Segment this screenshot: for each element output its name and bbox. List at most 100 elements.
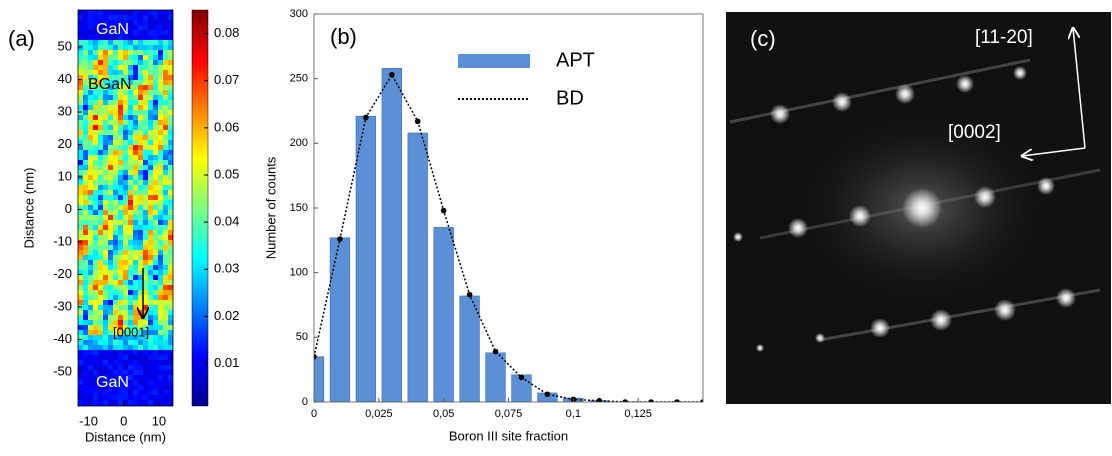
heat-cell [153, 10, 158, 15]
heat-cell [158, 270, 163, 275]
heat-cell [78, 140, 83, 145]
heat-cell [88, 105, 93, 110]
heat-cell [78, 380, 83, 385]
heat-cell [168, 50, 173, 55]
x-tick-label: 0,075 [495, 408, 523, 420]
heat-cell [118, 395, 123, 400]
heat-cell [88, 275, 93, 280]
heat-cell [98, 240, 103, 245]
heat-cell [113, 330, 118, 335]
heat-cell [138, 280, 143, 285]
heat-cell [123, 205, 128, 210]
heat-cell [163, 150, 168, 155]
heat-cell [148, 350, 153, 355]
heat-cell [118, 350, 123, 355]
heat-cell [153, 60, 158, 65]
heat-cell [163, 165, 168, 170]
heat-cell [163, 35, 168, 40]
heat-cell [128, 170, 133, 175]
heat-cell [83, 390, 88, 395]
heat-cell [148, 60, 153, 65]
heat-cell [153, 120, 158, 125]
heat-cell [123, 180, 128, 185]
heat-cell [108, 175, 113, 180]
heat-cell [93, 180, 98, 185]
heat-cell [138, 355, 143, 360]
bar [459, 295, 480, 402]
heat-cell [168, 225, 173, 230]
heat-cell [103, 50, 108, 55]
heat-cell [93, 25, 98, 30]
heat-cell [123, 335, 128, 340]
heat-cell [78, 10, 83, 15]
heat-cell [158, 315, 163, 320]
heat-cell [128, 185, 133, 190]
heat-cell [83, 205, 88, 210]
heat-cell [158, 150, 163, 155]
heat-cell [168, 395, 173, 400]
heat-cell [148, 225, 153, 230]
heat-cell [163, 310, 168, 315]
plot-frame [77, 9, 174, 407]
heat-cell [123, 315, 128, 320]
heat-cell [148, 155, 153, 160]
heat-cell [108, 385, 113, 390]
heat-cell [138, 125, 143, 130]
heat-cell [103, 350, 108, 355]
heat-cell [148, 365, 153, 370]
heat-cell [168, 105, 173, 110]
heat-cell [93, 70, 98, 75]
heat-cell [153, 30, 158, 35]
heat-cell [128, 15, 133, 20]
heat-cell [158, 35, 163, 40]
heat-cell [88, 20, 93, 25]
heat-cell [153, 395, 158, 400]
heat-cell [138, 75, 143, 80]
heat-cell [103, 220, 108, 225]
heat-cell [88, 120, 93, 125]
heat-cell [128, 230, 133, 235]
heat-cell [118, 70, 123, 75]
heat-cell [123, 105, 128, 110]
heat-cell [148, 250, 153, 255]
heat-cell [118, 80, 123, 85]
heat-cell [93, 40, 98, 45]
heat-cell [93, 350, 98, 355]
heat-cell [78, 20, 83, 25]
heat-cell [128, 150, 133, 155]
heat-cell [168, 145, 173, 150]
heat-cell [83, 90, 88, 95]
heat-cell [163, 250, 168, 255]
heat-cell [103, 85, 108, 90]
heat-cell [103, 230, 108, 235]
heat-cell [168, 355, 173, 360]
heat-cell [83, 85, 88, 90]
heat-cell [118, 40, 123, 45]
heat-cell [83, 295, 88, 300]
heat-cell [103, 370, 108, 375]
heat-cell [108, 220, 113, 225]
heat-cell [148, 75, 153, 80]
heat-cell [113, 125, 118, 130]
colorbar-tick-label: 0.02 [214, 308, 239, 323]
heat-cell [113, 60, 118, 65]
heat-cell [108, 100, 113, 105]
heat-cell [153, 270, 158, 275]
heat-cell [133, 270, 138, 275]
heat-cell [118, 20, 123, 25]
heat-cell [98, 320, 103, 325]
heat-cell [118, 115, 123, 120]
heat-cell [78, 280, 83, 285]
heat-cell [108, 300, 113, 305]
heat-cell [98, 115, 103, 120]
heat-cell [83, 25, 88, 30]
heat-cell [88, 400, 93, 405]
streak [819, 288, 1101, 342]
heat-cell [98, 270, 103, 275]
heat-cell [93, 400, 98, 405]
heat-cell [143, 110, 148, 115]
heat-cell [88, 140, 93, 145]
heat-cell [98, 45, 103, 50]
heat-cell [153, 150, 158, 155]
y-tick-label: -40 [53, 331, 72, 346]
